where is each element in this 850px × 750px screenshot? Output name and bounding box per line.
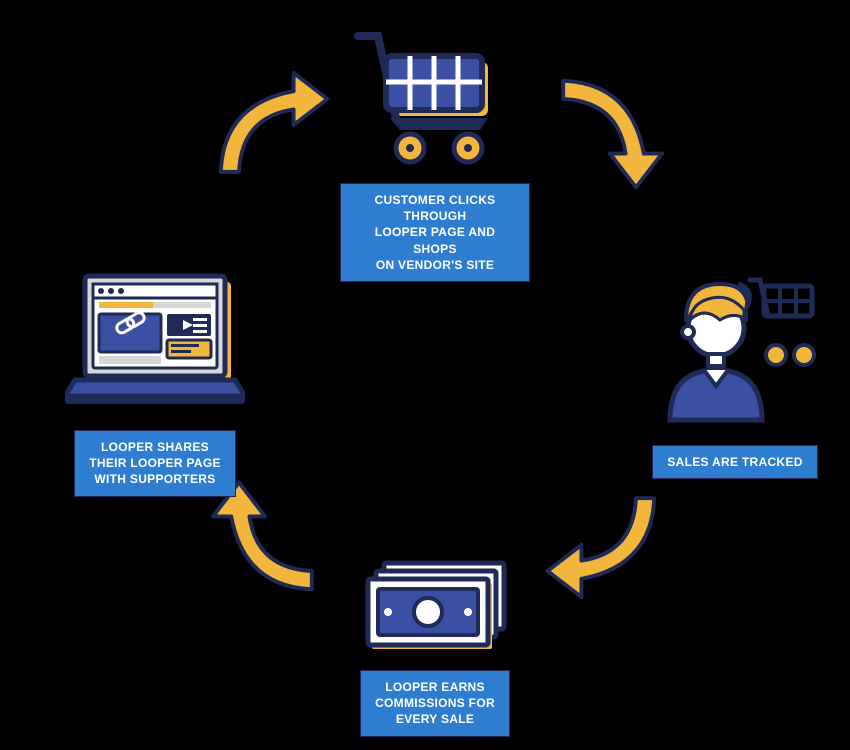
- step-label: LOOPER EARNS COMMISSIONS FOR EVERY SALE: [360, 670, 510, 737]
- step-label: SALES ARE TRACKED: [652, 445, 817, 479]
- money-stack-icon: [350, 555, 520, 660]
- cycle-step-step2: SALES ARE TRACKED: [640, 270, 830, 479]
- shopping-cart-icon: [350, 18, 520, 173]
- person-cart-icon: [650, 270, 820, 435]
- laptop-share-icon: [65, 270, 245, 420]
- cycle-arrow: [545, 480, 675, 610]
- step-label: CUSTOMER CLICKS THROUGH LOOPER PAGE AND …: [340, 183, 530, 282]
- cycle-arrow: [200, 480, 330, 610]
- cycle-step-step1: CUSTOMER CLICKS THROUGH LOOPER PAGE AND …: [340, 18, 530, 282]
- cycle-step-step4: LOOPER SHARES THEIR LOOPER PAGE WITH SUP…: [60, 270, 250, 497]
- cycle-arrow: [200, 60, 330, 190]
- step-label: LOOPER SHARES THEIR LOOPER PAGE WITH SUP…: [74, 430, 236, 497]
- cycle-diagram: CUSTOMER CLICKS THROUGH LOOPER PAGE AND …: [0, 0, 850, 750]
- cycle-step-step3: LOOPER EARNS COMMISSIONS FOR EVERY SALE: [340, 555, 530, 737]
- cycle-arrow: [545, 60, 675, 190]
